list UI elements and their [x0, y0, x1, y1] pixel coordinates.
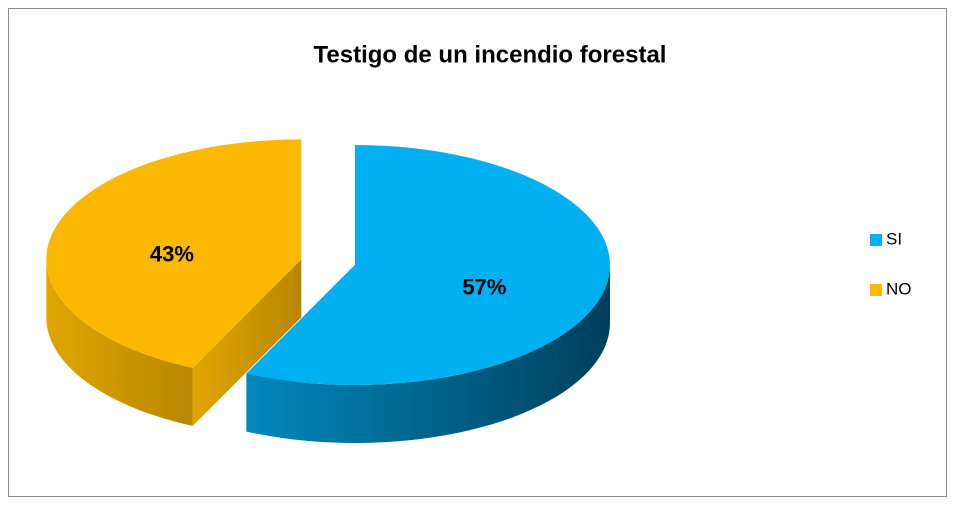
- legend-label: NO: [886, 279, 912, 298]
- slice: [246, 145, 610, 385]
- slice: [46, 139, 302, 368]
- slice-side: [246, 265, 611, 443]
- slice-side: [46, 259, 193, 426]
- legend-swatch: [870, 234, 882, 246]
- chart-title: Testigo de un incendio forestal: [314, 41, 667, 68]
- data-label: 57%: [462, 274, 506, 299]
- data-label: 43%: [150, 242, 194, 267]
- legend-swatch: [870, 284, 882, 296]
- slice-wall: [192, 259, 302, 426]
- legend-label: SI: [886, 229, 902, 248]
